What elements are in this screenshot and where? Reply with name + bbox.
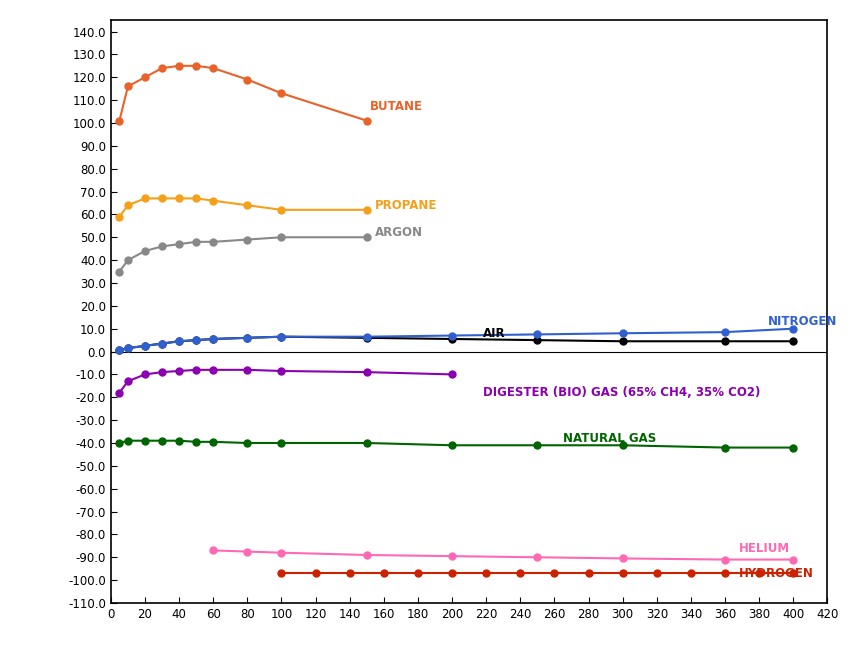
Text: AIR: AIR bbox=[482, 327, 505, 340]
Text: HELIUM: HELIUM bbox=[738, 541, 789, 555]
Text: BUTANE: BUTANE bbox=[370, 100, 423, 113]
Text: DIGESTER (BIO) GAS (65% CH4, 35% CO2): DIGESTER (BIO) GAS (65% CH4, 35% CO2) bbox=[482, 386, 759, 399]
Text: PROPANE: PROPANE bbox=[375, 199, 437, 212]
Text: NATURAL GAS: NATURAL GAS bbox=[562, 432, 655, 445]
Text: NITROGEN: NITROGEN bbox=[767, 316, 836, 328]
Text: ARGON: ARGON bbox=[375, 226, 423, 239]
Text: HYDROGEN: HYDROGEN bbox=[738, 567, 813, 580]
